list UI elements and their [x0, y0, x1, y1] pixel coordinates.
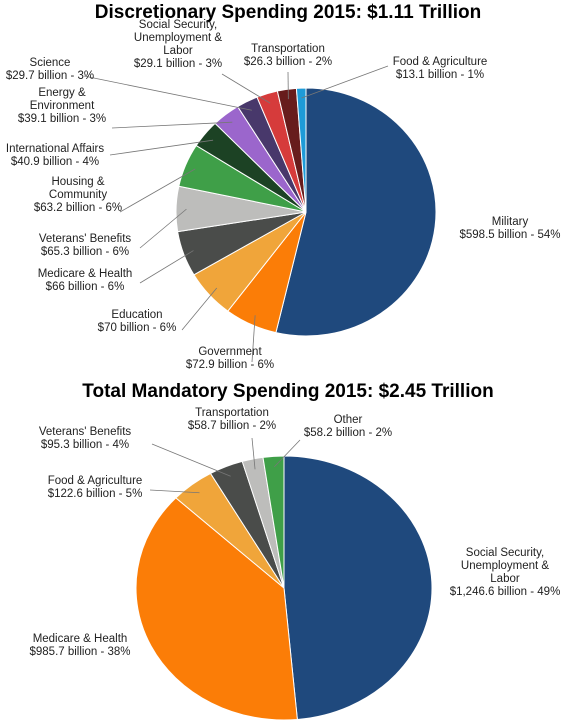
leader-line: [181, 287, 218, 331]
leader-line: [301, 65, 389, 99]
slice-label: Social Security, Unemployment & Labor: [461, 547, 550, 585]
leader-line: [274, 439, 301, 468]
slice-label: Food & Agriculture: [48, 475, 143, 487]
value-label: $29.1 billion - 3%: [134, 58, 222, 70]
slice-label: Energy & Environment: [30, 87, 95, 112]
leader-line: [83, 75, 252, 111]
value-label: $985.7 billion - 38%: [29, 646, 130, 658]
slice-label: Social Security, Unemployment & Labor: [134, 19, 223, 57]
leader-line: [111, 121, 233, 129]
slice-label: Education: [111, 309, 162, 321]
slice-label: Government: [198, 346, 262, 358]
slice-label: Science: [30, 57, 71, 69]
leader-line: [119, 168, 196, 213]
leader-line: [221, 73, 271, 104]
value-label: $598.5 billion - 54%: [459, 229, 560, 241]
pie-slice: [262, 455, 285, 589]
leader-line: [251, 315, 256, 363]
leader-line: [149, 489, 200, 494]
slice-label: Veterans' Benefits: [39, 233, 132, 245]
slice-label: Medicare & Health: [38, 268, 133, 280]
value-label: $40.9 billion - 4%: [11, 156, 99, 168]
chart-title: Discretionary Spending 2015: $1.11 Trill…: [95, 2, 481, 23]
value-label: $72.9 billion - 6%: [186, 359, 274, 371]
value-label: $13.1 billion - 1%: [396, 69, 484, 81]
chart-title: Total Mandatory Spending 2015: $2.45 Tri…: [82, 381, 493, 402]
value-label: $65.3 billion - 6%: [41, 246, 129, 258]
value-label: $95.3 billion - 4%: [41, 439, 129, 451]
pie-slice: [283, 455, 433, 720]
pie-slice: [295, 87, 307, 213]
value-label: $122.6 billion - 5%: [48, 488, 143, 500]
value-label: $1,246.6 billion - 49%: [450, 586, 561, 598]
slice-label: Food & Agriculture: [393, 56, 488, 68]
slice-label: Transportation: [251, 43, 325, 55]
value-label: $63.2 billion - 6%: [34, 202, 122, 214]
value-label: $58.7 billion - 2%: [188, 420, 276, 432]
value-label: $66 billion - 6%: [46, 281, 125, 293]
slice-label: Military: [492, 216, 529, 228]
value-label: $39.1 billion - 3%: [18, 113, 106, 125]
leader-line: [139, 250, 194, 284]
slice-label: Veterans' Benefits: [39, 426, 132, 438]
leader-line: [151, 443, 231, 477]
value-label: $29.7 billion - 3%: [6, 70, 94, 82]
slice-label: Other: [334, 414, 363, 426]
leader-line: [139, 208, 187, 249]
slice-label: Transportation: [195, 407, 269, 419]
pie-slice: [135, 497, 298, 720]
slice-label: Housing & Community: [49, 176, 107, 201]
slice-label: International Affairs: [6, 143, 104, 155]
pie-slice: [275, 87, 437, 337]
value-label: $26.3 billion - 2%: [244, 56, 332, 68]
value-label: $58.2 billion - 2%: [304, 427, 392, 439]
leader-line: [109, 139, 214, 156]
leader-line: [251, 437, 256, 470]
slice-label: Medicare & Health: [33, 633, 128, 645]
value-label: $70 billion - 6%: [98, 322, 177, 334]
